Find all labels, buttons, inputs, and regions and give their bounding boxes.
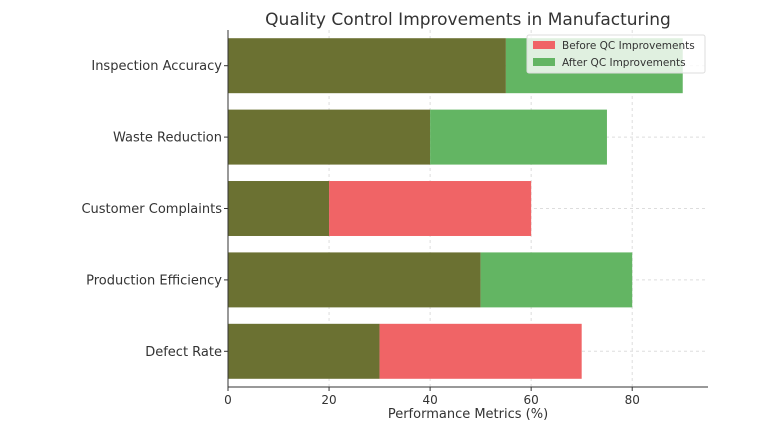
x-axis-label: Performance Metrics (%) xyxy=(388,407,548,422)
y-tick-label: Production Efficiency xyxy=(86,273,222,288)
y-tick-label: Waste Reduction xyxy=(113,131,222,146)
bar-after xyxy=(480,252,633,308)
legend-label: After QC Improvements xyxy=(562,57,686,69)
bar-overlap xyxy=(228,38,506,94)
bar-before xyxy=(329,181,532,236)
x-tick-label: 80 xyxy=(625,393,640,407)
x-tick-label: 20 xyxy=(321,393,336,407)
x-tick-label: 40 xyxy=(422,393,437,407)
bar-overlap xyxy=(228,252,481,308)
legend-box xyxy=(526,34,706,74)
legend: Before QC Improvements After QC Improveme… xyxy=(526,34,706,74)
bars xyxy=(228,38,683,379)
bar-after xyxy=(430,109,607,165)
y-tick-label: Customer Complaints xyxy=(81,202,222,217)
legend-swatch xyxy=(533,41,555,49)
bar-before xyxy=(379,323,582,379)
x-tick-label: 60 xyxy=(524,393,539,407)
legend-label: Before QC Improvements xyxy=(562,40,695,52)
x-tick-label: 0 xyxy=(224,393,232,407)
bar-overlap xyxy=(228,109,431,165)
axes: 0 20 40 60 80 Defect Rate Production Efficienc… xyxy=(81,30,708,407)
chart-title: Quality Control Improvements in Manufact… xyxy=(265,10,671,30)
y-tick-label: Inspection Accuracy xyxy=(91,59,222,74)
y-tick-label: Defect Rate xyxy=(145,345,222,360)
bar-overlap xyxy=(228,181,330,236)
legend-swatch xyxy=(533,58,555,66)
bar-overlap xyxy=(228,323,380,379)
